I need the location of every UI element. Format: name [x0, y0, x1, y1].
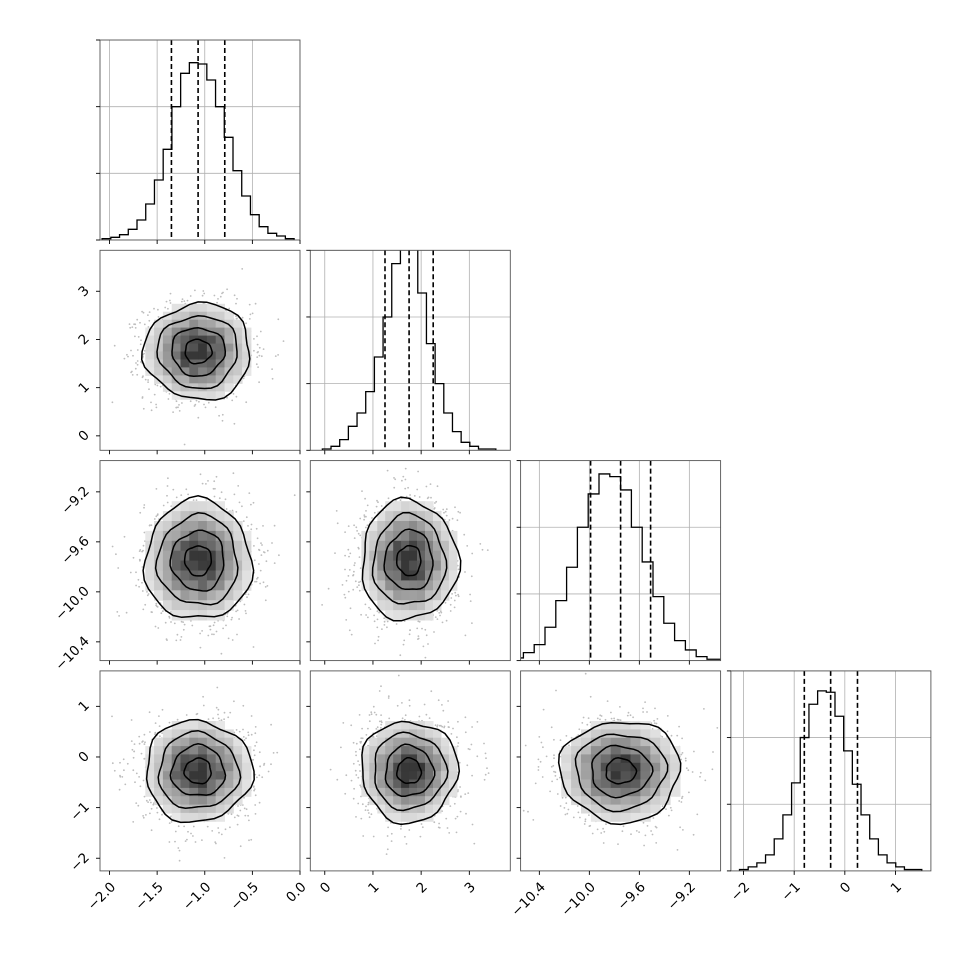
x-tick-label: 1 — [888, 879, 905, 896]
histogram-step — [738, 690, 923, 871]
x-tick-label: 0 — [317, 879, 334, 896]
density-bins — [145, 303, 252, 400]
x-tick-label: −9.2 — [664, 879, 698, 913]
plot-area — [329, 674, 490, 855]
scatter-panel: 0 1 2 3 — [75, 249, 301, 455]
contour-line — [374, 731, 449, 812]
panel-frame — [520, 670, 722, 872]
plot-area — [321, 467, 489, 659]
x-tick-label: 0.0 — [283, 879, 310, 906]
panel-frame — [730, 670, 932, 872]
histogram-panel: −2 −1 0 1 — [726, 670, 932, 905]
scatter-panel: 0 1 2 3 — [306, 670, 511, 897]
plot-area — [310, 250, 511, 451]
y-tick-label: −10.0 — [52, 583, 93, 624]
contour-line — [142, 495, 255, 619]
panel-frame — [99, 460, 301, 662]
y-tick-label: 2 — [75, 331, 92, 348]
contour-line — [371, 511, 448, 605]
y-tick-label: −9.2 — [58, 483, 92, 517]
scatter-panel: −10.4−10.0 −9.6 −9.2 — [508, 670, 722, 920]
y-tick-label: −9.6 — [58, 533, 92, 567]
contour-line — [591, 744, 654, 799]
contour-line — [395, 544, 422, 577]
panel-frame — [309, 670, 511, 872]
contour-line — [361, 496, 462, 622]
x-tick-label: −0.5 — [227, 879, 261, 913]
x-tick-label: −1.0 — [180, 879, 214, 913]
histogram-step — [321, 250, 497, 451]
x-tick-label: −2.0 — [85, 879, 119, 913]
x-tick-label: −1.5 — [132, 879, 166, 913]
plot-area — [111, 686, 279, 862]
x-tick-label: 1 — [365, 879, 382, 896]
plot-area — [111, 472, 296, 655]
y-tick-label: −2 — [67, 850, 92, 875]
x-tick-label: −10.4 — [508, 879, 549, 920]
contour-line — [557, 721, 682, 826]
scatter-panel — [306, 460, 511, 665]
plot-area — [520, 460, 721, 661]
contour-line — [605, 757, 638, 785]
y-tick-label: 1 — [75, 698, 92, 715]
x-tick-label: 3 — [462, 879, 479, 896]
x-tick-label: −1 — [778, 879, 803, 904]
y-tick-label: 1 — [75, 379, 92, 396]
panel-frame — [520, 460, 722, 662]
x-tick-label: 0 — [837, 879, 854, 896]
contour-line — [384, 743, 436, 797]
contour-line — [157, 729, 242, 809]
panel-frame — [309, 460, 511, 662]
contour-line — [169, 529, 225, 592]
panel-frame — [99, 670, 301, 872]
contour-line — [145, 718, 255, 824]
plot-area — [100, 40, 300, 240]
plot-area — [730, 670, 931, 871]
x-tick-label: 2 — [413, 879, 430, 896]
contour-line — [156, 315, 238, 390]
contour-line — [383, 528, 434, 591]
contour-line — [396, 756, 423, 784]
scatter-panel: −2.0 −1.5 −1.0 −0.5 0.0 −2 −1 0 1 — [67, 670, 310, 914]
panel-frame — [309, 249, 511, 451]
contour-line — [184, 338, 213, 365]
histogram-panel — [516, 460, 722, 665]
contour-line — [183, 757, 212, 785]
x-tick-label: −2 — [728, 879, 753, 904]
histogram-panel — [96, 39, 301, 244]
histogram-step — [101, 62, 295, 240]
panel-frame — [99, 39, 301, 241]
plot-area — [111, 268, 285, 446]
panel-frame — [99, 249, 301, 451]
y-tick-label: −1 — [67, 799, 92, 824]
contour-line — [574, 733, 669, 813]
scatter-panel: −10.4 −10.0 −9.6 −9.2 — [52, 460, 301, 674]
contour-line — [361, 720, 461, 826]
plot-area — [522, 672, 719, 851]
x-tick-label: −10.0 — [558, 879, 599, 920]
y-tick-label: 0 — [75, 748, 92, 765]
y-tick-label: −10.4 — [52, 633, 93, 674]
contour-line — [171, 327, 227, 377]
y-tick-label: 3 — [75, 283, 92, 300]
x-tick-label: −9.6 — [614, 879, 648, 913]
contour-line — [140, 301, 251, 401]
contour-line — [169, 743, 227, 796]
histogram-panel — [306, 249, 511, 455]
contour-line — [154, 512, 239, 606]
y-tick-label: 0 — [75, 427, 92, 444]
contour-line — [183, 545, 213, 577]
